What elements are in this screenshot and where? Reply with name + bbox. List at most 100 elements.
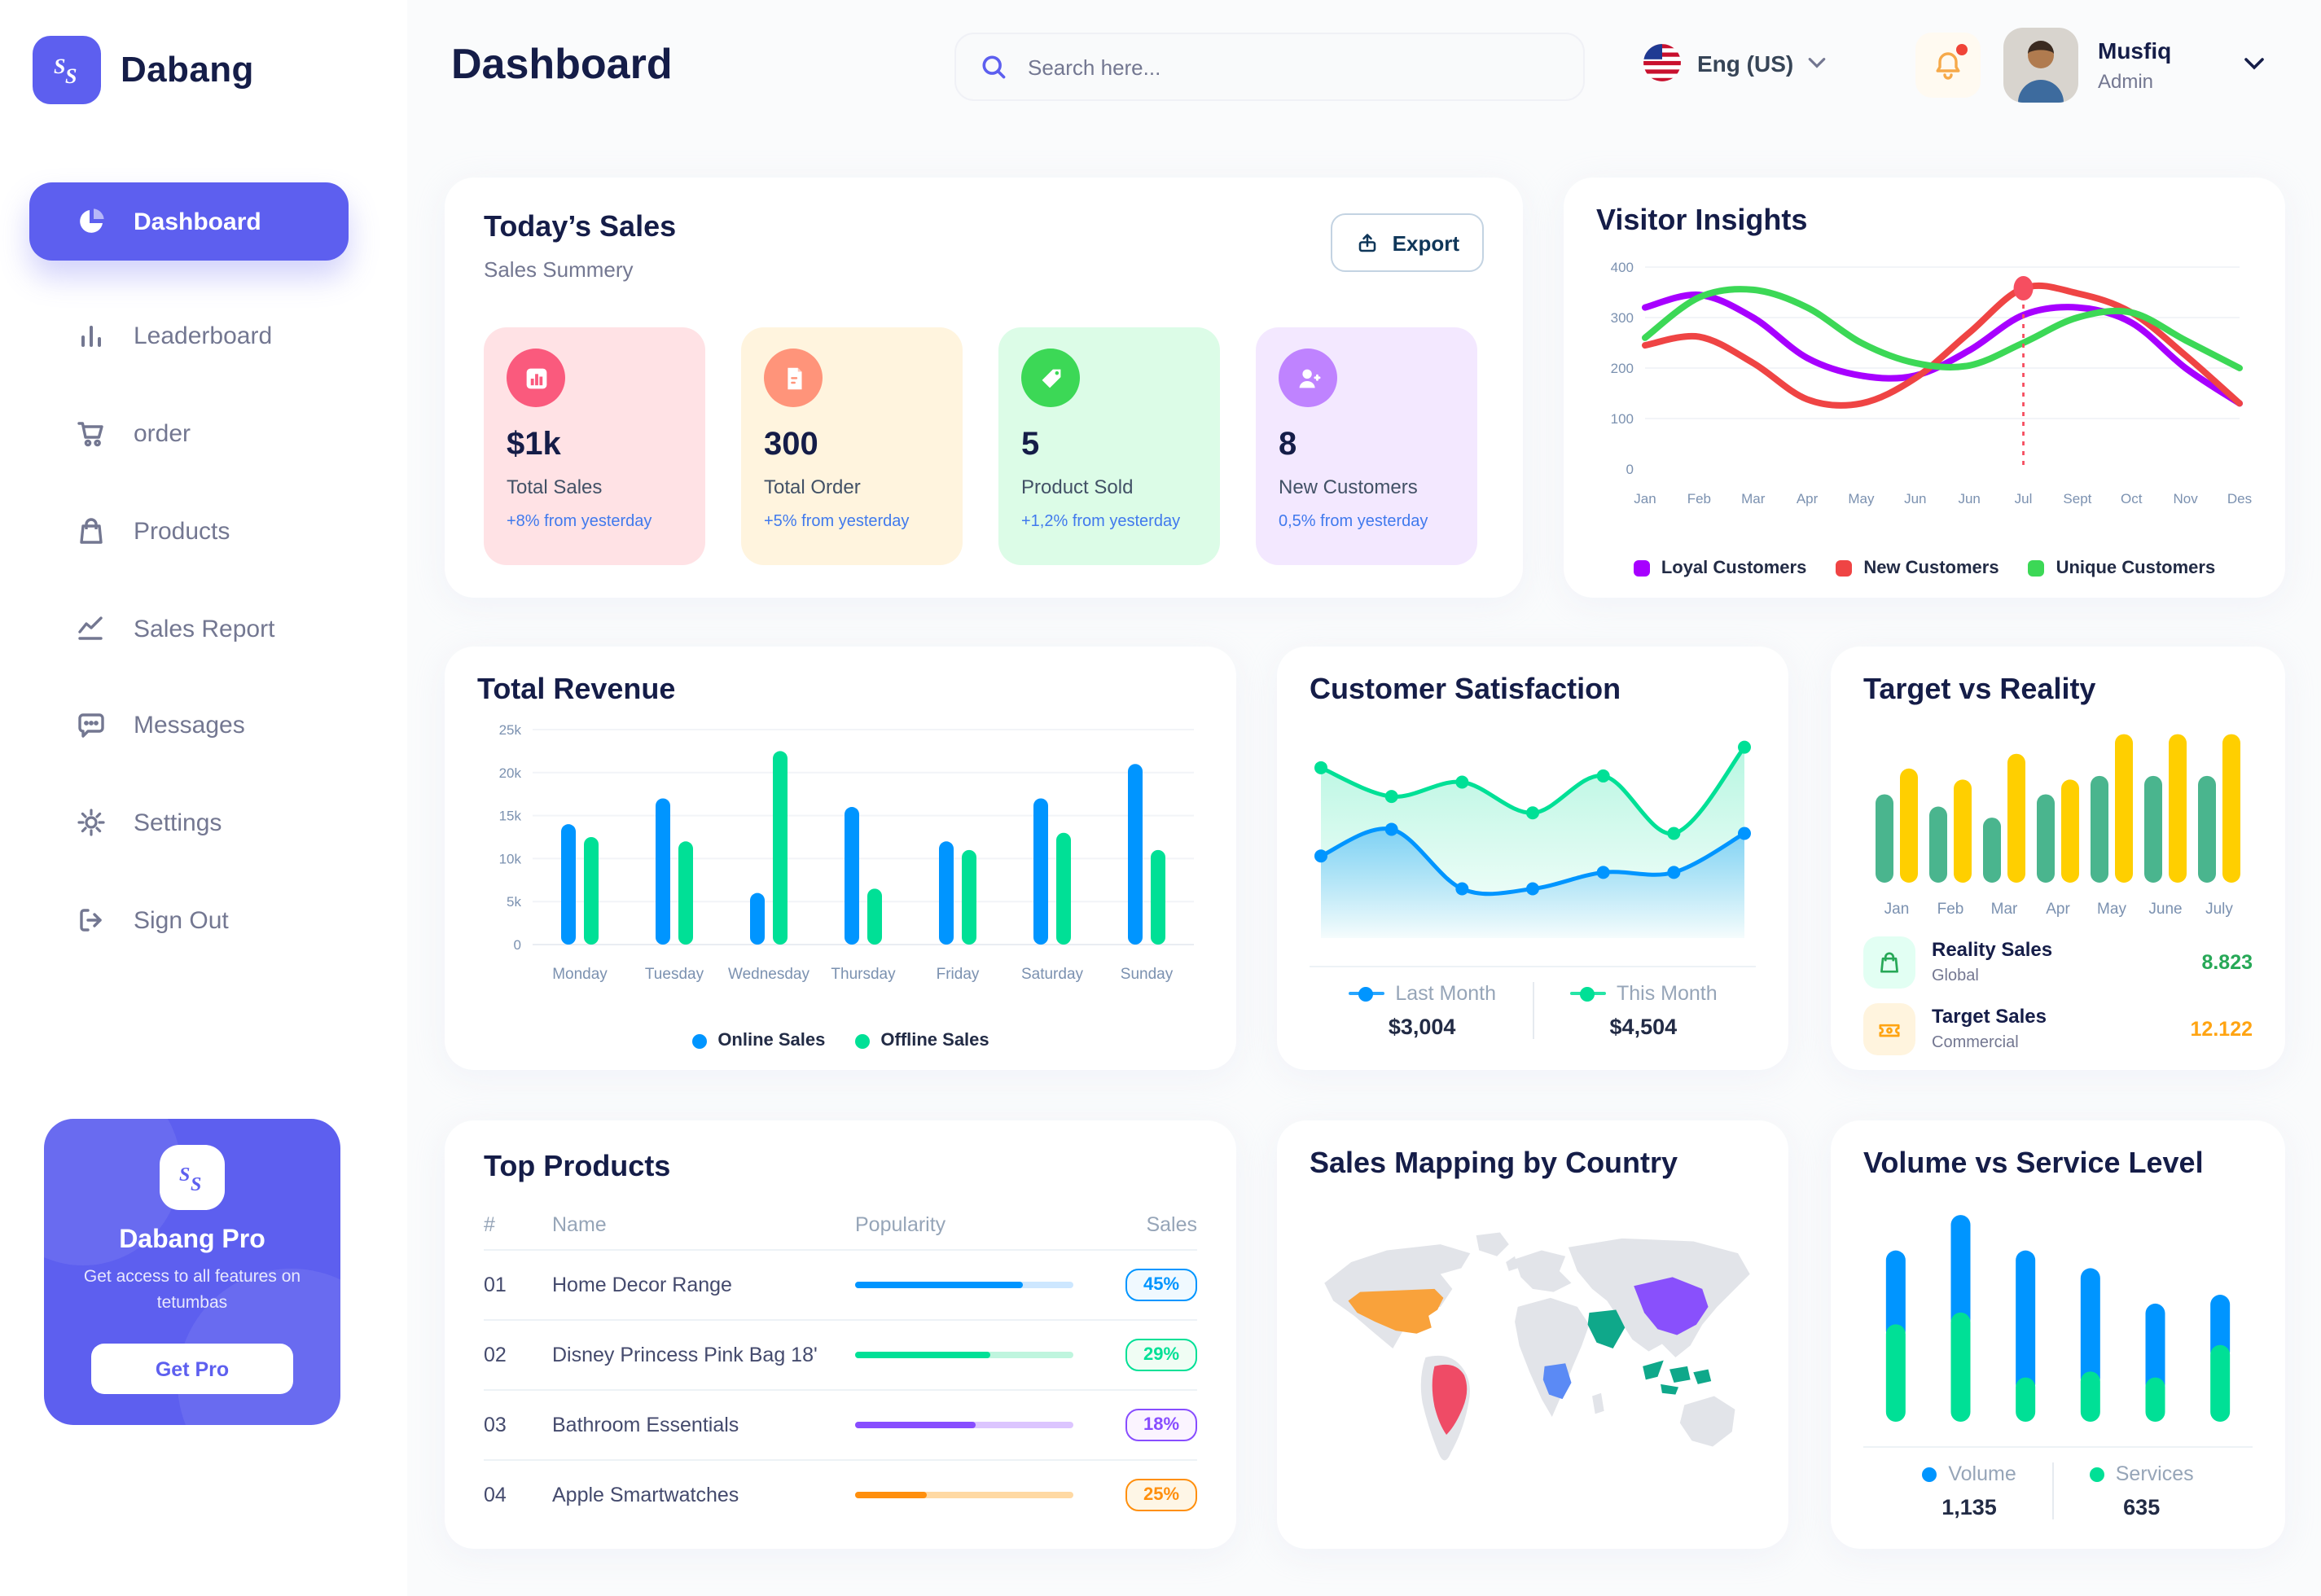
country-saudi-arabia	[1587, 1309, 1626, 1348]
customer-satisfaction-title: Customer Satisfaction	[1310, 673, 1621, 705]
volume-vs-service-title: Volume vs Service Level	[1863, 1147, 2204, 1179]
sidebar-item-sign-out[interactable]: Sign Out	[29, 881, 349, 959]
country-china	[1634, 1277, 1709, 1335]
search-icon	[979, 52, 1008, 81]
svg-text:Feb: Feb	[1687, 491, 1711, 506]
target-sales-ticket-icon	[1863, 1003, 1915, 1055]
legend-this-month: This Month $4,504	[1569, 982, 1718, 1039]
sidebar-item-leaderboard[interactable]: Leaderboard	[29, 296, 349, 375]
stat-total-sales: $1k Total Sales +8% from yesterday	[484, 327, 705, 565]
chat-icon	[75, 708, 107, 741]
export-icon	[1358, 233, 1375, 252]
popularity-bar	[855, 1352, 1073, 1358]
target-vs-reality-card: Target vs Reality Jan Feb Mar Apr May June Jul…	[1831, 647, 2285, 1070]
cart-icon	[75, 417, 107, 449]
sidebar-item-settings[interactable]: Settings	[29, 783, 349, 862]
export-button[interactable]: Export	[1330, 213, 1484, 272]
svg-text:Thursday: Thursday	[831, 966, 896, 983]
pro-card-description: Get access to all features on tetumbas	[83, 1267, 301, 1313]
volume-vs-service-chart	[1885, 1215, 2231, 1422]
total-order-icon	[764, 349, 823, 407]
svg-text:Mar: Mar	[1991, 901, 2018, 918]
language-selector[interactable]: Eng (US)	[1642, 42, 1826, 83]
svg-text:0: 0	[1626, 462, 1634, 477]
divider	[1863, 1446, 2253, 1448]
sales-badge: 18%	[1125, 1409, 1197, 1441]
visitor-insights-legend: Loyal Customers New Customers Unique Cus…	[1564, 559, 2285, 578]
visitor-insights-title: Visitor Insights	[1596, 204, 1808, 236]
legend-new-customers: New Customers	[1836, 559, 1999, 578]
svg-text:400: 400	[1611, 260, 1634, 275]
customer-satisfaction-legend: Last Month $3,004 This Month $4,504	[1277, 982, 1788, 1039]
language-label: Eng (US)	[1697, 50, 1794, 76]
avatar[interactable]	[2003, 28, 2078, 103]
svg-text:Apr: Apr	[1797, 491, 1819, 506]
continent-australia	[1679, 1396, 1735, 1447]
get-pro-button[interactable]: Get Pro	[91, 1344, 293, 1394]
user-name: Musfiq	[2098, 37, 2172, 64]
svg-text:Saturday: Saturday	[1021, 966, 1084, 983]
todays-sales-subtitle: Sales Summery	[484, 257, 634, 282]
target-vs-reality-chart: Jan Feb Mar Apr May June July	[1876, 734, 2240, 918]
stat-new-customers: 8 New Customers 0,5% from yesterday	[1256, 327, 1477, 565]
search-input[interactable]	[1024, 53, 1560, 81]
svg-text:Wednesday: Wednesday	[728, 966, 809, 983]
brand-name: Dabang	[121, 49, 254, 90]
legend-online-sales: Online Sales	[691, 1031, 825, 1050]
legend-offline-sales: Offline Sales	[854, 1031, 989, 1050]
svg-text:S: S	[65, 64, 77, 88]
world-map	[1324, 1232, 1750, 1461]
top-products-card: Top Products # Name Popularity Sales 01 …	[445, 1120, 1236, 1549]
legend-reality-sales: Reality Sales Global 8.823	[1863, 933, 2253, 992]
country-indonesia	[1643, 1360, 1712, 1395]
popularity-bar	[855, 1422, 1073, 1428]
search-bar[interactable]	[954, 33, 1585, 101]
total-revenue-legend: Online Sales Offline Sales	[445, 1031, 1236, 1050]
sales-mapping-card: Sales Mapping by Country	[1277, 1120, 1788, 1549]
continent-uk	[1506, 1256, 1518, 1272]
sales-report-icon	[75, 612, 107, 645]
notifications-button[interactable]	[1915, 33, 1981, 98]
svg-text:Feb: Feb	[1937, 901, 1964, 918]
target-vs-reality-legend: Reality Sales Global 8.823 Target Sales Co…	[1863, 933, 2253, 1067]
sidebar-item-products[interactable]: Products	[29, 492, 349, 570]
sales-badge: 29%	[1125, 1339, 1197, 1371]
sign-out-icon	[75, 904, 107, 936]
stat-total-order: 300 Total Order +5% from yesterday	[741, 327, 963, 565]
divider	[1310, 966, 1756, 967]
total-revenue-chart: 0 5k 10k 15k 20k 25k Monday Tuesday Wednesday Thu…	[499, 722, 1194, 983]
svg-text:Jun: Jun	[1958, 491, 1980, 506]
legend-services: Services 635	[2089, 1462, 2194, 1519]
sidebar-item-dashboard[interactable]: Dashboard	[29, 182, 349, 261]
svg-text:25k: 25k	[499, 722, 522, 738]
svg-text:Jul: Jul	[2015, 491, 2033, 506]
volume-vs-service-card: Volume vs Service Level Volume 1,135 Ser…	[1831, 1120, 2285, 1549]
svg-text:May: May	[2097, 901, 2126, 918]
sales-badge: 25%	[1125, 1479, 1197, 1511]
total-revenue-card: Total Revenue 0 5k 10k 15k 20k 25k Monday Tuesd…	[445, 647, 1236, 1070]
visitor-insights-card: Visitor Insights 0 100 200 300 400 Jan Feb Mar A…	[1564, 178, 2285, 598]
leaderboard-icon	[75, 319, 107, 352]
country-brazil	[1432, 1364, 1468, 1435]
svg-text:Monday: Monday	[552, 966, 608, 983]
table-row-home-decor: 01 Home Decor Range 45%	[484, 1251, 1197, 1321]
divider	[2051, 1462, 2054, 1519]
user-menu-chevron[interactable]	[2244, 49, 2264, 78]
sidebar-item-sales-report[interactable]: Sales Report	[29, 590, 349, 668]
svg-text:May: May	[1848, 491, 1875, 506]
sales-stats-row: $1k Total Sales +8% from yesterday 300 T…	[484, 327, 1477, 565]
sidebar-item-order[interactable]: order	[29, 394, 349, 472]
svg-text:Apr: Apr	[2046, 901, 2070, 918]
bell-icon	[1936, 52, 1960, 80]
sidebar-item-messages[interactable]: Messages	[29, 686, 349, 764]
svg-text:300: 300	[1611, 310, 1634, 326]
svg-text:0: 0	[514, 937, 521, 953]
customer-satisfaction-chart	[1314, 740, 1751, 938]
popularity-bar	[855, 1492, 1073, 1498]
svg-text:Jan: Jan	[1884, 901, 1910, 918]
bag-icon	[75, 515, 107, 547]
